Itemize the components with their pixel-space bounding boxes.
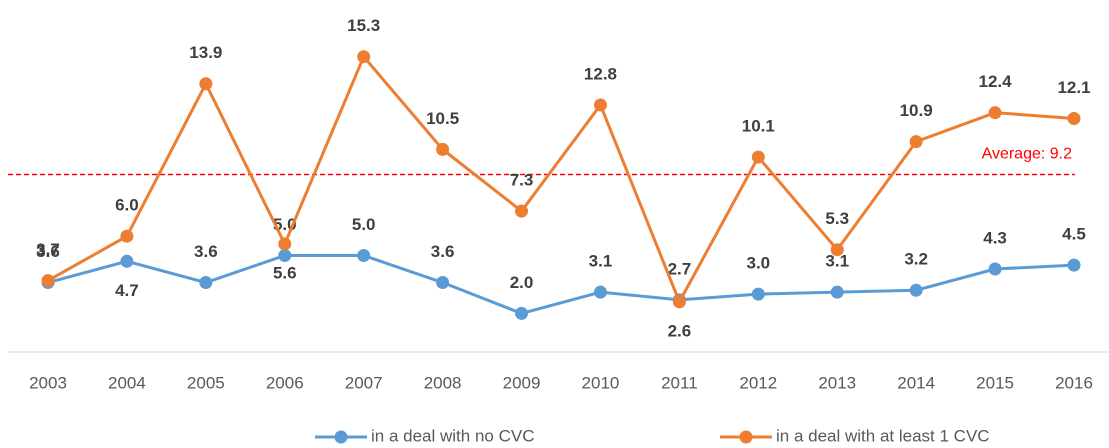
legend-label: in a deal with at least 1 CVC [776,426,990,445]
data-point [357,50,371,64]
data-label: 3.6 [194,242,218,261]
average-label: Average: 9.2 [982,146,1073,163]
data-point [120,229,134,243]
data-point [199,77,213,91]
data-label: 10.5 [426,109,459,128]
data-label: 3.1 [825,252,849,271]
legend-marker [739,430,753,444]
data-label: 5.6 [273,263,297,282]
x-tick-label: 2009 [503,373,541,392]
x-tick-label: 2010 [582,373,620,392]
data-label: 2.6 [668,321,692,340]
data-point [41,274,55,288]
data-point [672,295,686,309]
data-point [199,276,213,290]
data-label: 12.1 [1057,78,1090,97]
series-line [47,53,1075,306]
data-point [1067,111,1081,125]
data-label: 7.3 [510,171,534,190]
data-point [515,306,529,320]
data-label: 12.4 [979,72,1013,91]
x-tick-label: 2012 [739,373,777,392]
data-label: 15.3 [347,16,380,35]
data-point [515,204,529,218]
data-label: 3.0 [746,254,770,273]
data-label: 2.0 [510,273,534,292]
data-label: 10.9 [900,101,933,120]
data-label: 4.3 [983,228,1007,247]
data-label: 5.3 [825,209,849,228]
data-point [751,287,765,301]
data-label: 2.7 [668,259,692,278]
x-tick-label: 2016 [1055,373,1093,392]
data-point [988,106,1002,120]
legend-marker [334,430,348,444]
data-label: 3.2 [904,250,928,269]
data-point [278,249,292,262]
data-label: 5.0 [352,215,376,234]
x-tick-label: 2007 [345,373,383,392]
data-label: 13.9 [189,43,222,62]
data-label: 4.7 [115,281,139,300]
x-tick-label: 2006 [266,373,304,392]
data-point [830,285,844,299]
x-tick-label: 2004 [108,373,146,392]
data-point [830,243,844,257]
data-point [909,283,923,297]
data-point [593,285,607,299]
data-label: 3.7 [36,240,60,259]
x-tick-label: 2013 [818,373,856,392]
x-tick-label: 2003 [29,373,67,392]
x-tick-label: 2014 [897,373,935,392]
data-point [357,249,371,262]
data-point [436,276,450,290]
data-point [593,98,607,112]
data-point [988,262,1002,276]
data-label: 3.6 [431,242,455,261]
data-label: 3.1 [589,252,613,271]
data-point [909,135,923,149]
data-label: 3.6 [36,242,60,261]
data-point [1067,258,1081,272]
data-label: 6.0 [115,196,139,215]
data-label: 4.5 [1062,225,1086,244]
data-point [436,142,450,156]
data-point [120,254,134,268]
data-point [278,237,292,251]
legend-label: in a deal with no CVC [371,426,534,445]
data-point [751,150,765,164]
x-tick-label: 2015 [976,373,1014,392]
x-tick-label: 2008 [424,373,462,392]
x-tick-label: 2011 [661,373,698,392]
data-label: 12.8 [584,64,617,83]
data-label: 10.1 [742,117,775,136]
x-tick-label: 2005 [187,373,225,392]
series-line [47,254,1075,315]
